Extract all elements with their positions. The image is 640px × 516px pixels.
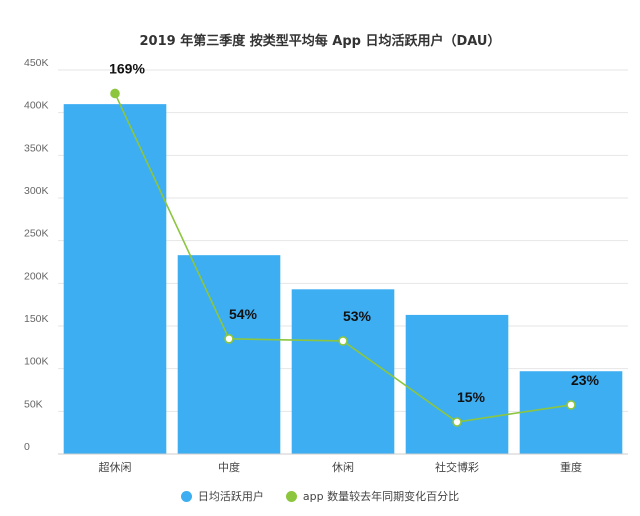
y-tick-label: 150K xyxy=(24,313,49,325)
x-tick-label: 休闲 xyxy=(332,460,354,474)
data-label: 23% xyxy=(571,372,600,388)
line-point xyxy=(224,333,234,344)
bar xyxy=(291,289,395,454)
legend-marker-change xyxy=(285,490,297,502)
data-label: 169% xyxy=(109,60,145,76)
bar xyxy=(519,371,623,454)
y-tick-label: 300K xyxy=(24,185,49,197)
bar xyxy=(405,314,509,454)
data-label: 53% xyxy=(343,308,372,324)
y-tick-label: 200K xyxy=(24,270,49,282)
legend-marker-dau xyxy=(180,490,192,502)
x-tick-label: 社交博彩 xyxy=(435,460,479,474)
line-point xyxy=(566,400,576,410)
chart-legend: 日均活跃用户 app 数量较去年同期变化百分比 xyxy=(0,488,640,504)
legend-label-change: app 数量较去年同期变化百分比 xyxy=(302,490,460,503)
x-tick-label: 重度 xyxy=(560,460,582,474)
legend-label-dau: 日均活跃用户 xyxy=(197,490,264,503)
line-point xyxy=(110,88,120,99)
legend-item-change[interactable]: app 数量较去年同期变化百分比 xyxy=(285,488,460,504)
y-tick-label: 400K xyxy=(24,100,49,112)
x-tick-label: 中度 xyxy=(218,460,240,474)
y-tick-label: 100K xyxy=(24,356,49,368)
line-point xyxy=(452,417,462,427)
chart-title: 2019 年第三季度 按类型平均每 App 日均活跃用户（DAU） xyxy=(139,34,501,49)
data-label: 54% xyxy=(229,306,258,322)
y-tick-label: 250K xyxy=(24,228,49,240)
y-tick-label: 50K xyxy=(24,398,43,410)
data-label: 15% xyxy=(457,389,486,405)
y-tick-label: 0 xyxy=(24,441,30,453)
y-tick-label: 350K xyxy=(24,142,49,154)
y-tick-label: 450K xyxy=(24,57,49,69)
x-tick-label: 超休闲 xyxy=(99,460,132,474)
bar xyxy=(177,255,281,454)
line-point xyxy=(338,336,348,346)
bar xyxy=(63,104,167,454)
legend-item-dau[interactable]: 日均活跃用户 xyxy=(180,488,264,504)
